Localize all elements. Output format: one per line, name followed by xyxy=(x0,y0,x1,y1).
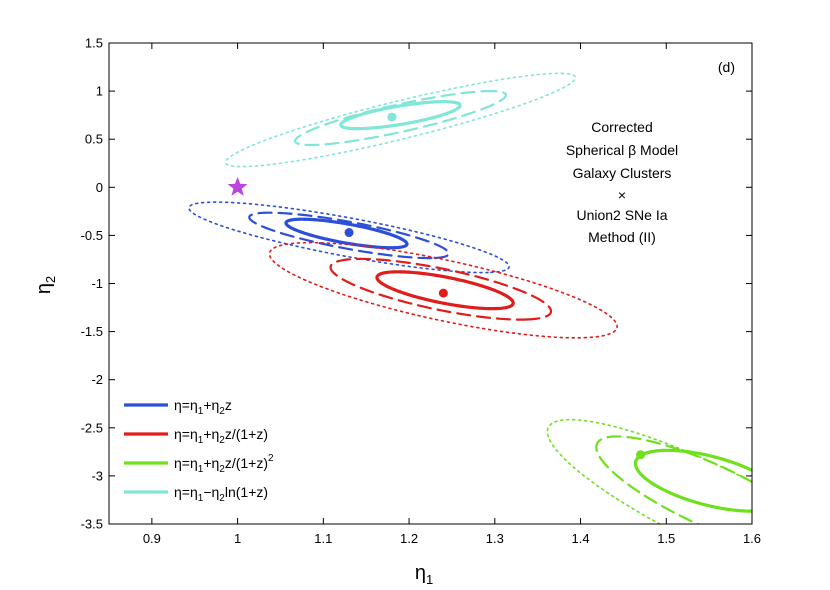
cyan-contour-1sigma xyxy=(339,100,462,131)
marker-layer xyxy=(227,112,646,460)
reference-star-marker xyxy=(227,176,248,196)
x-axis-label-main: η xyxy=(415,562,426,584)
tick-layer: 0.9 1 1.1 1.2 1.3 1.4 1.5 1.6 1.5 1 0.5 0 -0.5 -1 -1.5… xyxy=(81,36,761,547)
blue-contour-3sigma xyxy=(188,201,510,274)
legend-text-part: 1 xyxy=(198,435,204,446)
y-axis-label-sub: 2 xyxy=(43,276,58,283)
annotation-line: Spherical β Model xyxy=(566,142,678,158)
plot-background xyxy=(109,43,752,524)
legend-text-part: +η xyxy=(203,455,219,471)
green-contour-2sigma xyxy=(595,435,752,524)
cyan-best-fit-point xyxy=(387,112,397,122)
red-contour-3sigma xyxy=(268,241,618,339)
legend-text-part: η=η xyxy=(174,484,198,500)
blue-contour-2sigma xyxy=(248,211,450,260)
annotation-line: Union2 SNe Ia xyxy=(576,207,667,223)
x-axis-label-sub: 1 xyxy=(426,572,433,587)
legend-text-part: 2 xyxy=(268,453,274,464)
method-annotation: Corrected Spherical β Model Galaxy Cluster… xyxy=(566,119,678,245)
y-tick-label: -2 xyxy=(91,372,103,387)
legend-text-part: z xyxy=(225,397,232,413)
legend-text-part: +η xyxy=(203,397,219,413)
x-tick-label: 1.4 xyxy=(571,531,589,546)
legend-text-part: z/(1+z) xyxy=(225,426,268,442)
green-best-fit-point xyxy=(636,450,646,460)
x-tick-label: 1.3 xyxy=(486,531,504,546)
red-best-fit-point xyxy=(438,288,448,298)
x-tick-label: 1.1 xyxy=(314,531,332,546)
legend-text-part: 2 xyxy=(219,464,225,475)
x-tick-label: 1 xyxy=(234,531,241,546)
y-tick-label: -3 xyxy=(91,468,103,483)
red-contour-2sigma xyxy=(329,257,553,321)
legend-text-part: +η xyxy=(203,426,219,442)
legend-text-part: η=η xyxy=(174,397,198,413)
legend-text-part: 1 xyxy=(198,464,204,475)
blue-legend-label: η=η1+η2z xyxy=(174,397,232,417)
y-tick-label: 0 xyxy=(96,180,103,195)
legend-text-part: −η xyxy=(203,484,219,500)
x-tick-label: 1.6 xyxy=(743,531,761,546)
annotation-line: Galaxy Clusters xyxy=(573,165,672,181)
y-tick-label: -2.5 xyxy=(81,420,103,435)
blue-best-fit-point xyxy=(344,228,354,238)
legend-text-part: η=η xyxy=(174,455,198,471)
blue-contour-1sigma xyxy=(284,217,409,250)
cyan-legend-label: η=η1−η2ln(1+z) xyxy=(174,484,268,504)
cyan-contour-2sigma xyxy=(293,89,507,147)
y-tick-label: -1.5 xyxy=(81,324,103,339)
legend: η=η1+η2zη=η1+η2z/(1+z)η=η1+η2z/(1+z)2η=η… xyxy=(124,397,274,504)
legend-text-part: η=η xyxy=(174,426,198,442)
y-axis-label-main: η xyxy=(33,283,55,294)
red-contour-1sigma xyxy=(375,270,515,311)
y-tick-label: -0.5 xyxy=(81,228,103,243)
red-legend-label: η=η1+η2z/(1+z) xyxy=(174,426,268,446)
legend-text-part: 1 xyxy=(198,406,204,417)
x-tick-label: 1.5 xyxy=(657,531,675,546)
legend-text-part: z/(1+z) xyxy=(225,455,268,471)
green-legend-label: η=η1+η2z/(1+z)2 xyxy=(174,453,274,475)
y-axis-label: η2 xyxy=(33,276,58,294)
y-tick-label: 1.5 xyxy=(85,36,103,51)
legend-text-part: 2 xyxy=(219,435,225,446)
annotation-line: Method (II) xyxy=(588,229,656,245)
legend-text-part: 1 xyxy=(198,493,204,504)
contour-layer xyxy=(188,72,752,524)
x-axis-label: η1 xyxy=(415,562,433,587)
x-tick-label: 1.2 xyxy=(400,531,418,546)
green-contour-3sigma xyxy=(546,418,752,524)
annotation-line: × xyxy=(618,187,626,203)
annotation-line: Corrected xyxy=(591,119,652,135)
panel-label: (d) xyxy=(718,59,735,75)
y-tick-label: -1 xyxy=(91,276,103,291)
x-tick-label: 0.9 xyxy=(143,531,161,546)
cyan-contour-3sigma xyxy=(224,72,577,168)
green-contour-1sigma xyxy=(633,448,752,513)
y-tick-label: 1 xyxy=(96,84,103,99)
legend-text-part: ln(1+z) xyxy=(225,484,268,500)
y-tick-label: 0.5 xyxy=(85,132,103,147)
y-tick-label: -3.5 xyxy=(81,517,103,532)
legend-text-part: 2 xyxy=(219,406,225,417)
legend-text-part: 2 xyxy=(219,493,225,504)
